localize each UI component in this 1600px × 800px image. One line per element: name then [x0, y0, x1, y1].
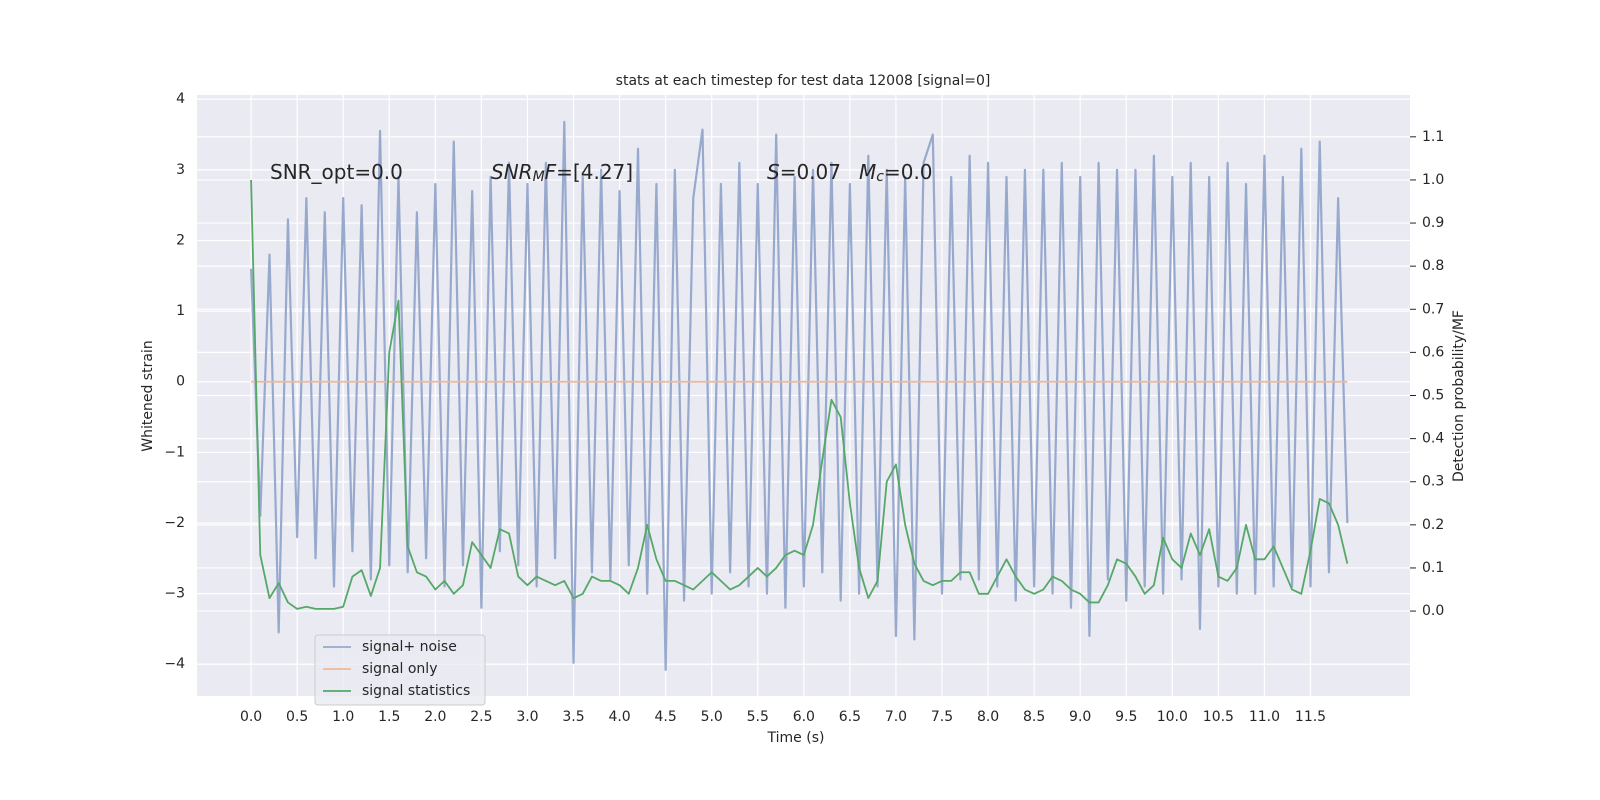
x-tick-label: 3.5	[562, 709, 584, 725]
y2-tick-label: 0.4	[1422, 431, 1444, 447]
annotation-part: =0.07	[780, 160, 841, 184]
y2-tick-label: 0.7	[1422, 301, 1444, 317]
annotation-part: M	[533, 169, 545, 185]
y-tick-label: 2	[176, 232, 185, 248]
x-tick-label: 0.0	[240, 709, 262, 725]
x-tick-label: 2.5	[470, 709, 492, 725]
y-axis-label: Whitened strain	[140, 340, 156, 451]
y-tick-label: 1	[176, 303, 185, 319]
y2-axis-label: Detection probability/MF	[1451, 310, 1467, 482]
x-tick-label: 7.5	[931, 709, 953, 725]
y-tick-label: −1	[164, 444, 185, 460]
annotation-part: c	[876, 169, 884, 185]
y-tick-label: −2	[164, 515, 185, 531]
chart-title: stats at each timestep for test data 120…	[616, 73, 991, 89]
series-line	[250, 179, 1349, 610]
y2-tick-label: 0.2	[1422, 517, 1444, 533]
annotation-part: M	[859, 160, 876, 184]
y2-tick-label: 1.1	[1422, 129, 1444, 145]
legend-box	[314, 634, 486, 706]
y2-tick-label: 0.3	[1422, 474, 1444, 490]
annotation: SNR_opt=0.0	[270, 160, 403, 184]
legend-label: signal+ noise	[362, 639, 457, 655]
x-tick-label: 2.0	[424, 709, 446, 725]
x-tick-label: 9.5	[1115, 709, 1137, 725]
x-tick-label: 11.5	[1295, 709, 1326, 725]
x-tick-label: 1.5	[378, 709, 400, 725]
y-tick-label: 3	[176, 162, 185, 178]
y2-tick-label: 0.0	[1422, 603, 1444, 619]
x-tick-label: 10.5	[1203, 709, 1234, 725]
y-tick-label: 4	[176, 91, 185, 107]
x-tick-label: 8.5	[1023, 709, 1045, 725]
y-tick-label: −4	[164, 656, 185, 672]
annotation-part: SNR_opt=0.0	[270, 160, 403, 184]
y2-tick-label: 0.1	[1422, 560, 1444, 576]
x-tick-label: 9.0	[1069, 709, 1091, 725]
y-tick-label: −3	[164, 586, 185, 602]
x-tick-label: 0.5	[286, 709, 308, 725]
y2-tick-label: 0.6	[1422, 344, 1444, 360]
x-tick-label: 5.5	[747, 709, 769, 725]
x-tick-label: 6.0	[793, 709, 815, 725]
x-tick-label: 11.0	[1249, 709, 1280, 725]
x-axis-label: Time (s)	[767, 730, 825, 746]
x-tick-label: 5.0	[701, 709, 723, 725]
annotation-part: =[4.27]	[556, 160, 633, 184]
annotation: S=0.07	[767, 160, 841, 184]
x-tick-label: 10.0	[1157, 709, 1188, 725]
y2-tick-label: 0.5	[1422, 388, 1444, 404]
annotation-part: =0.0	[884, 160, 933, 184]
x-tick-label: 7.0	[885, 709, 907, 725]
y2-tick-label: 1.0	[1422, 172, 1444, 188]
x-tick-label: 1.0	[332, 709, 354, 725]
annotation-part: S	[767, 160, 780, 184]
y2-tick-label: 0.8	[1422, 258, 1444, 274]
x-tick-label: 4.5	[655, 709, 677, 725]
y-tick-label: 0	[176, 374, 185, 390]
x-tick-label: 6.5	[839, 709, 861, 725]
legend-label: signal only	[362, 661, 437, 677]
x-tick-label: 3.0	[516, 709, 538, 725]
annotation: Mc=0.0	[859, 160, 933, 186]
annotation: SNRMF=[4.27]	[491, 160, 633, 186]
x-tick-label: 4.0	[608, 709, 630, 725]
y2-tick-label: 0.9	[1422, 215, 1444, 231]
annotation-part: F	[545, 160, 557, 184]
x-tick-label: 8.0	[977, 709, 999, 725]
legend-label: signal statistics	[362, 683, 470, 699]
annotation-part: SNR	[491, 160, 533, 184]
